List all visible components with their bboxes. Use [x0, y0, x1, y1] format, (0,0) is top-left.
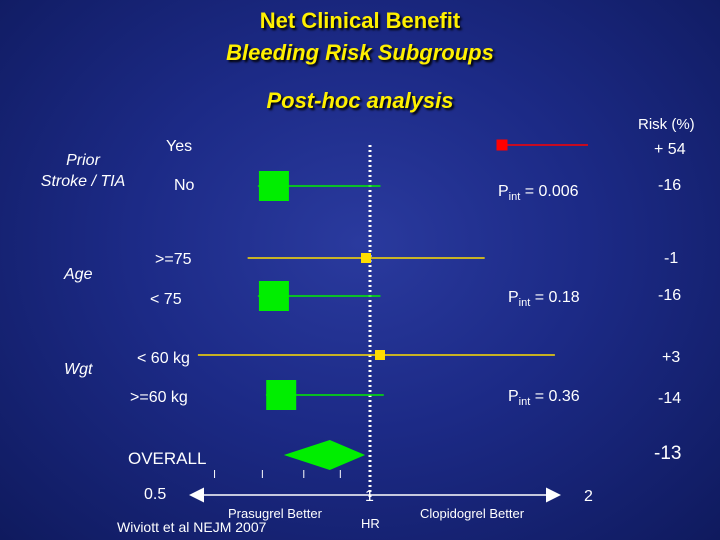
favor-prasugrel-label: Prasugrel Better [228, 506, 322, 521]
row-label-overall: OVERALL [128, 449, 207, 468]
analysis-label: Post-hoc analysis [266, 88, 454, 113]
hr-box [496, 139, 508, 151]
row-label: < 75 [150, 291, 182, 308]
row-label: >=60 kg [130, 389, 188, 406]
hr-box [266, 380, 297, 410]
risk-value: -1 [664, 250, 679, 267]
row-label: Yes [166, 138, 193, 155]
hr-box [258, 171, 289, 201]
p-interaction: Pint = 0.36 [508, 388, 580, 409]
hr-box [375, 350, 385, 360]
risk-value: -16 [658, 177, 682, 194]
hr-box [361, 253, 371, 263]
citation: Wiviott et al NEJM 2007 [117, 519, 267, 535]
risk-value: -14 [658, 390, 682, 407]
risk-value: + 54 [654, 141, 686, 158]
chart-title: Net Clinical Benefit [259, 8, 461, 33]
group-label-stroke: Prior Stroke / TIA [40, 152, 126, 190]
overall-diamond [283, 440, 366, 470]
risk-value: -16 [658, 287, 682, 304]
favor-clopidogrel-label: Clopidogrel Better [420, 506, 525, 521]
risk-value: +3 [662, 349, 681, 366]
hr-box [258, 281, 289, 311]
p-interaction: Pint = 0.18 [508, 289, 580, 310]
row-label: No [174, 177, 195, 194]
p-interaction: Pint = 0.006 [498, 183, 579, 204]
group-label-wgt: Wgt [64, 361, 93, 378]
group-label-age: Age [64, 266, 93, 283]
risk-header: Risk (%) [638, 116, 695, 133]
tick-label-2: 2 [584, 488, 593, 505]
row-label: < 60 kg [137, 350, 190, 367]
chart-subtitle: Bleeding Risk Subgroups [226, 40, 494, 65]
tick-label-0.5: 0.5 [144, 486, 167, 503]
hr-axis-label: HR [361, 516, 380, 531]
risk-value-overall: -13 [654, 443, 682, 464]
row-label: >=75 [155, 251, 192, 268]
